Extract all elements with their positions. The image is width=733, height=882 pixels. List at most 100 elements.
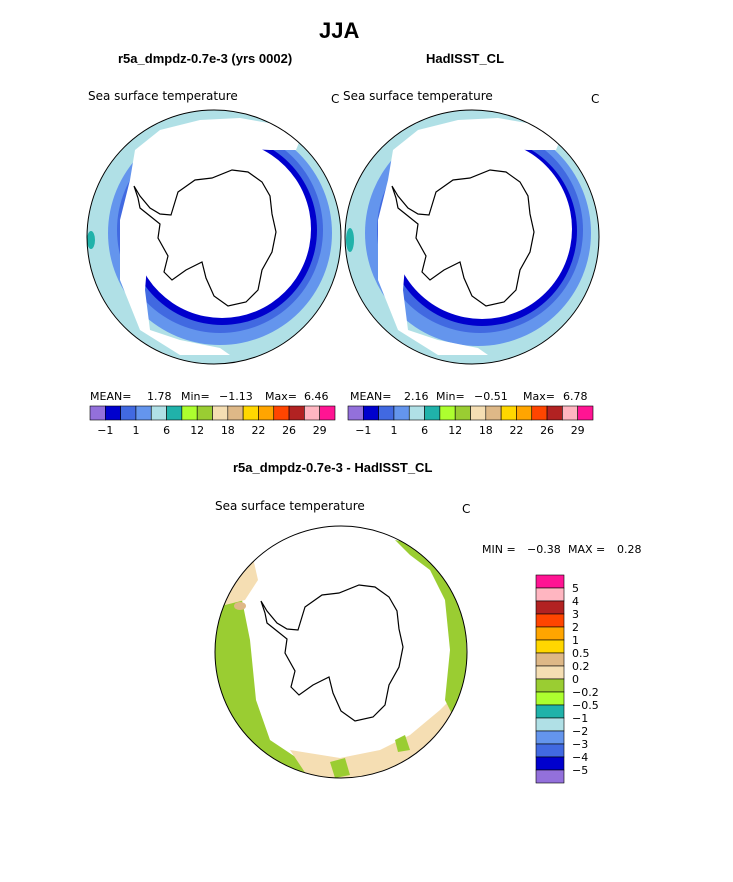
diff-colorbar-swatch bbox=[535, 691, 565, 706]
diff-min-label: MIN = bbox=[482, 543, 516, 556]
right-colorbar-tick-label: 22 bbox=[509, 424, 523, 437]
left-sst-map bbox=[86, 109, 342, 365]
right-colorbar-swatch bbox=[424, 405, 441, 421]
right-colorbar-tick-label: −1 bbox=[355, 424, 371, 437]
diff-variable-label: Sea surface temperature bbox=[215, 499, 365, 513]
diff-colorbar-tick-label: −0.5 bbox=[572, 699, 599, 712]
left-colorbar-tick-label: 1 bbox=[132, 424, 139, 437]
diff-colorbar-swatch bbox=[535, 613, 565, 628]
left-variable-label: Sea surface temperature bbox=[88, 89, 238, 103]
diff-colorbar-tick-label: −4 bbox=[572, 751, 588, 764]
right-antarctica-coast bbox=[391, 169, 535, 307]
right-west-white bbox=[378, 118, 560, 355]
left-colorbar-swatch bbox=[273, 405, 290, 421]
right-colorbar-swatch bbox=[562, 405, 578, 421]
left-icefree-white bbox=[133, 140, 311, 318]
right-colorbar-swatch bbox=[500, 405, 517, 421]
right-colorbar-swatch bbox=[516, 405, 533, 421]
left-map-border bbox=[86, 109, 342, 365]
diff-colorbar-swatch bbox=[535, 600, 565, 615]
diff-colorbar-tick-label: −0.2 bbox=[572, 686, 599, 699]
left-colorbar-tick-label: 22 bbox=[251, 424, 265, 437]
left-colorbar-tick-label: 18 bbox=[221, 424, 235, 437]
left-colorbar-swatch bbox=[89, 405, 106, 421]
right-min-value: −0.51 bbox=[474, 390, 508, 403]
right-colorbar-swatch bbox=[439, 405, 456, 421]
diff-max-value: 0.28 bbox=[617, 543, 642, 556]
diff-colorbar-swatch bbox=[535, 743, 565, 758]
diff-panel-title: r5a_dmpdz-0.7e-3 - HadISST_CL bbox=[233, 460, 433, 475]
diff-map-border bbox=[214, 525, 468, 779]
left-colorbar-swatch bbox=[150, 405, 167, 421]
left-colorbar-swatch bbox=[212, 405, 229, 421]
right-mean-label: MEAN= bbox=[350, 390, 392, 403]
diff-colorbar-tick-label: 4 bbox=[572, 595, 579, 608]
diff-colorbar-swatch bbox=[535, 587, 565, 602]
right-sst-map bbox=[344, 109, 600, 365]
left-colorbar-swatch bbox=[258, 405, 275, 421]
left-colorbar-swatch bbox=[120, 405, 137, 421]
left-min-label: Min= bbox=[181, 390, 210, 403]
diff-colorbar-swatch bbox=[535, 717, 565, 732]
left-teal-eddy-2 bbox=[87, 231, 95, 249]
right-max-value: 6.78 bbox=[563, 390, 588, 403]
right-panel-title: HadISST_CL bbox=[426, 51, 505, 66]
diff-colorbar-tick-label: −1 bbox=[572, 712, 588, 725]
left-mean-label: MEAN= bbox=[90, 390, 132, 403]
left-antarctica-coast bbox=[133, 169, 277, 307]
left-colorbar-swatch bbox=[288, 405, 305, 421]
left-colorbar-tick-label: 26 bbox=[282, 424, 296, 437]
diff-colorbar-tick-label: 3 bbox=[572, 608, 579, 621]
left-colorbar-swatch bbox=[196, 405, 213, 421]
right-colorbar-swatch bbox=[485, 405, 502, 421]
diff-units-label: C bbox=[462, 502, 471, 516]
diff-colorbar-swatch bbox=[535, 574, 565, 589]
right-colorbar-tick-label: 29 bbox=[571, 424, 585, 437]
left-colorbar-swatch bbox=[181, 405, 198, 421]
left-colorbar-swatch bbox=[227, 405, 244, 421]
left-colorbar-swatch bbox=[105, 405, 121, 421]
diff-south-green-patch-2 bbox=[395, 735, 410, 752]
right-colorbar-swatch bbox=[454, 405, 471, 421]
diff-tan-eddy bbox=[234, 602, 246, 610]
left-colorbar-tick-label: 29 bbox=[313, 424, 327, 437]
diff-colorbar-swatch bbox=[535, 639, 565, 654]
diff-colorbar-swatch bbox=[535, 652, 565, 667]
right-colorbar: −1 1 6 12 18 22 26 29 bbox=[347, 405, 594, 437]
left-colorbar-swatch bbox=[135, 405, 152, 421]
diff-colorbar-swatch bbox=[535, 756, 565, 771]
left-colorbar-tick-label: 12 bbox=[190, 424, 204, 437]
left-colorbar-swatch bbox=[242, 405, 259, 421]
diff-colorbar-tick-label: −2 bbox=[572, 725, 588, 738]
left-colorbar-swatch bbox=[304, 405, 320, 421]
right-colorbar-tick-label: 6 bbox=[421, 424, 428, 437]
right-colorbar-tick-label: 1 bbox=[390, 424, 397, 437]
diff-colorbar-tick-label: 0.2 bbox=[572, 660, 590, 673]
diff-sst-map bbox=[214, 525, 468, 779]
right-colorbar-swatch bbox=[347, 405, 364, 421]
diff-colorbar-tick-label: 2 bbox=[572, 621, 579, 634]
left-mean-value: 1.78 bbox=[147, 390, 172, 403]
diff-min-value: −0.38 bbox=[527, 543, 561, 556]
right-colorbar-swatch bbox=[546, 405, 563, 421]
right-units-label: C bbox=[591, 92, 600, 106]
diff-colorbar-swatch bbox=[535, 704, 565, 719]
left-min-value: −1.13 bbox=[219, 390, 253, 403]
diff-colorbar-tick-label: 5 bbox=[572, 582, 579, 595]
right-teal-eddy bbox=[346, 228, 354, 252]
left-max-label: Max= bbox=[265, 390, 297, 403]
diff-colorbar-tick-label: 0.5 bbox=[572, 647, 590, 660]
left-teal-eddy bbox=[238, 360, 270, 364]
diff-colorbar-tick-label: −3 bbox=[572, 738, 588, 751]
right-colorbar-tick-label: 18 bbox=[479, 424, 493, 437]
left-west-white bbox=[120, 118, 300, 355]
diff-colorbar-swatch bbox=[535, 730, 565, 745]
diff-south-green-patch bbox=[330, 758, 350, 778]
right-colorbar-swatch bbox=[378, 405, 395, 421]
left-colorbar-swatch bbox=[166, 405, 183, 421]
left-colorbar-tick-label: −1 bbox=[97, 424, 113, 437]
diff-max-label: MAX = bbox=[568, 543, 606, 556]
diff-colorbar-swatch bbox=[535, 626, 565, 641]
right-colorbar-swatch bbox=[393, 405, 410, 421]
